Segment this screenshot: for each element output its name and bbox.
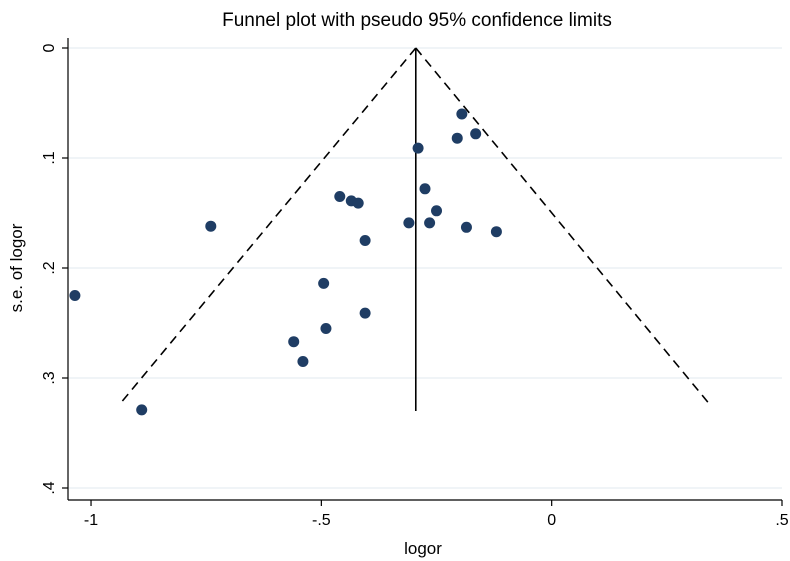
y-tick-label-0: 0 — [41, 43, 58, 52]
data-point-5 — [334, 191, 346, 202]
y-tick-label-4: .4 — [41, 481, 58, 494]
data-point-8 — [431, 205, 443, 217]
data-points — [69, 108, 502, 416]
data-point-17 — [359, 307, 371, 319]
data-point-10 — [424, 217, 436, 229]
y-axis-label: s.e. of logor — [7, 223, 26, 312]
chart-title: Funnel plot with pseudo 95% confidence l… — [222, 10, 612, 31]
data-point-20 — [297, 356, 309, 367]
data-point-9 — [403, 217, 415, 229]
data-point-12 — [460, 221, 472, 233]
grid-lines — [68, 47, 782, 489]
data-point-7 — [352, 197, 364, 209]
x-axis-label: logor — [404, 539, 442, 558]
data-point-16 — [318, 277, 330, 289]
data-point-15 — [69, 290, 81, 301]
data-point-11 — [205, 220, 217, 232]
axes: -1 -.5 0 .5 0 .1 .2 .3 .4 — [41, 38, 789, 529]
data-point-19 — [288, 336, 300, 348]
data-point-1 — [470, 128, 482, 140]
data-point-4 — [419, 183, 431, 195]
data-point-21 — [136, 404, 148, 416]
data-point-13 — [490, 226, 502, 238]
data-point-2 — [451, 132, 463, 144]
x-tick-label-1: -.5 — [312, 512, 331, 529]
y-tick-label-3: .3 — [41, 371, 58, 384]
data-point-18 — [320, 323, 332, 334]
x-tick-label-0: -1 — [84, 512, 98, 529]
y-tick-label-1: .1 — [41, 151, 58, 164]
confidence-limits — [118, 47, 712, 407]
data-point-0 — [456, 108, 468, 120]
ci-line-right — [415, 47, 712, 407]
ci-line-left — [118, 47, 417, 407]
data-point-3 — [412, 142, 424, 154]
y-tick-label-2: .2 — [41, 261, 58, 274]
data-point-14 — [359, 235, 371, 246]
x-tick-label-2: 0 — [547, 512, 556, 529]
x-tick-label-3: .5 — [775, 512, 788, 529]
